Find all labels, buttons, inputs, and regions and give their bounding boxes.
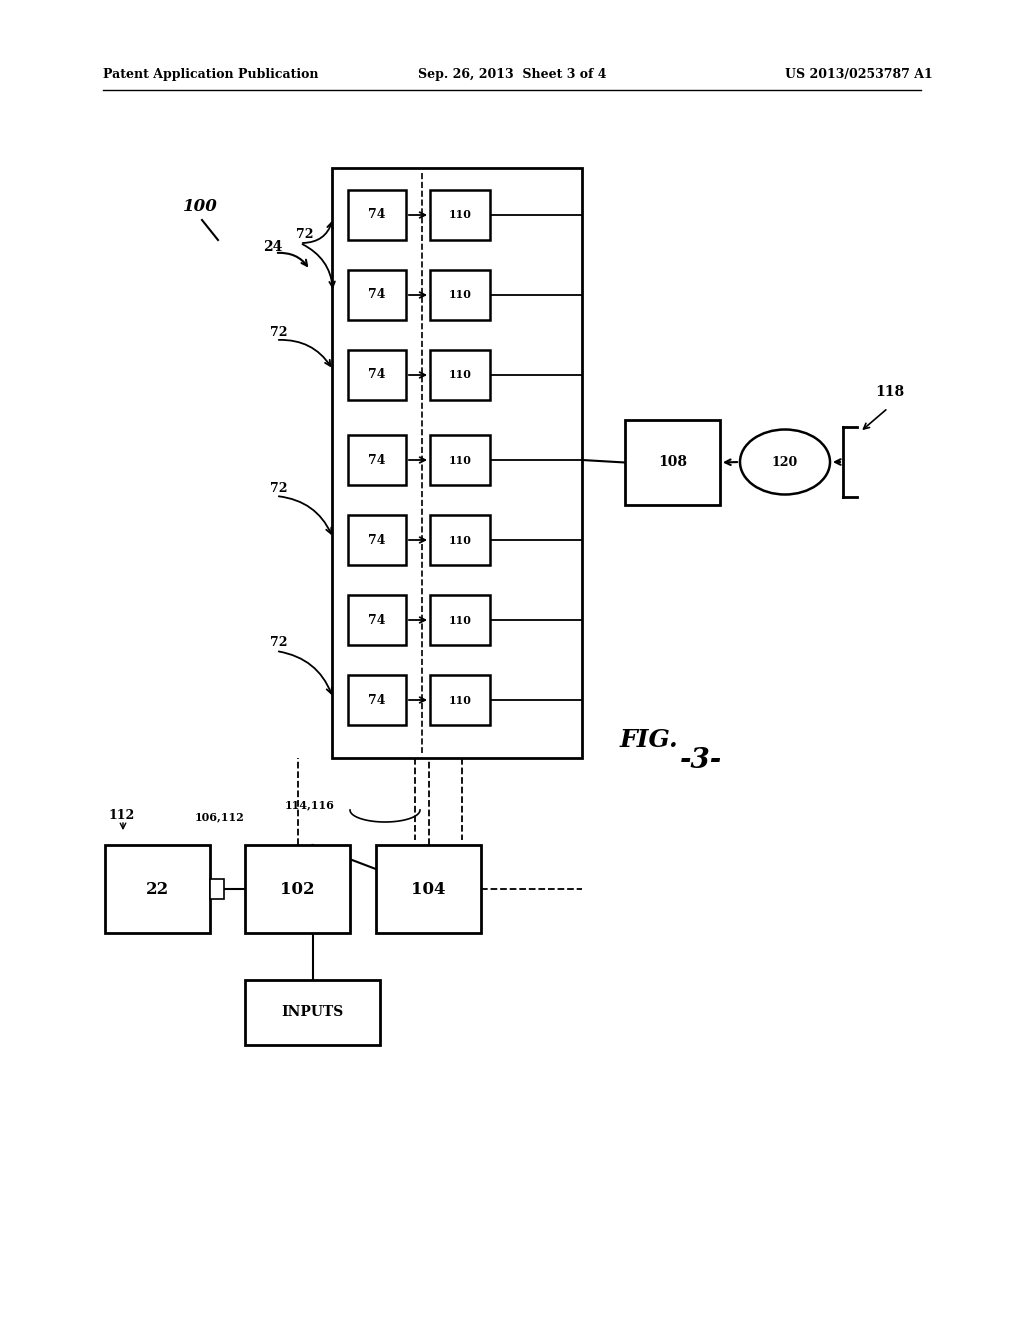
Text: 74: 74 (369, 368, 386, 381)
Text: 110: 110 (449, 454, 471, 466)
Bar (430, 595, 490, 645)
Text: 114,116: 114,116 (285, 799, 335, 810)
Text: 72: 72 (270, 636, 288, 649)
Bar (625, 420, 720, 506)
Text: Sep. 26, 2013  Sheet 3 of 4: Sep. 26, 2013 Sheet 3 of 4 (418, 69, 606, 81)
Text: -3-: -3- (680, 747, 722, 774)
Text: 110: 110 (449, 535, 471, 545)
Bar (332, 168, 582, 758)
Text: 102: 102 (281, 880, 314, 898)
Text: 74: 74 (369, 289, 386, 301)
Bar (348, 271, 406, 319)
Bar (430, 190, 490, 240)
Bar (348, 350, 406, 400)
Text: 24: 24 (263, 240, 283, 253)
Bar (348, 675, 406, 725)
Text: 104: 104 (412, 880, 445, 898)
Text: 112: 112 (108, 809, 134, 822)
Text: 106,112: 106,112 (195, 810, 245, 822)
Text: 120: 120 (772, 455, 798, 469)
Bar (348, 515, 406, 565)
Bar (348, 436, 406, 484)
Text: Patent Application Publication: Patent Application Publication (103, 69, 318, 81)
Text: 110: 110 (449, 694, 471, 705)
Bar (430, 436, 490, 484)
Text: 108: 108 (658, 455, 687, 470)
Text: 100: 100 (183, 198, 218, 215)
Ellipse shape (740, 429, 830, 495)
Text: 72: 72 (296, 228, 313, 242)
Bar (348, 595, 406, 645)
Bar (245, 845, 350, 933)
Text: 110: 110 (449, 289, 471, 301)
Text: 110: 110 (449, 210, 471, 220)
Bar (430, 271, 490, 319)
Text: FIG.: FIG. (620, 729, 679, 752)
Text: 74: 74 (369, 209, 386, 222)
Bar (105, 845, 210, 933)
Text: 110: 110 (449, 370, 471, 380)
Text: 118: 118 (874, 385, 904, 399)
Text: 72: 72 (270, 326, 288, 338)
Text: INPUTS: INPUTS (282, 1006, 344, 1019)
Text: 72: 72 (270, 482, 288, 495)
Text: US 2013/0253787 A1: US 2013/0253787 A1 (785, 69, 933, 81)
Text: 110: 110 (449, 615, 471, 626)
Bar (348, 190, 406, 240)
Bar (430, 675, 490, 725)
Bar (430, 515, 490, 565)
Bar (245, 979, 380, 1045)
Text: 74: 74 (369, 693, 386, 706)
Text: 74: 74 (369, 454, 386, 466)
Bar (376, 845, 481, 933)
Text: 74: 74 (369, 533, 386, 546)
Bar (430, 350, 490, 400)
Text: 22: 22 (145, 880, 169, 898)
Bar (210, 879, 224, 899)
Text: 74: 74 (369, 614, 386, 627)
